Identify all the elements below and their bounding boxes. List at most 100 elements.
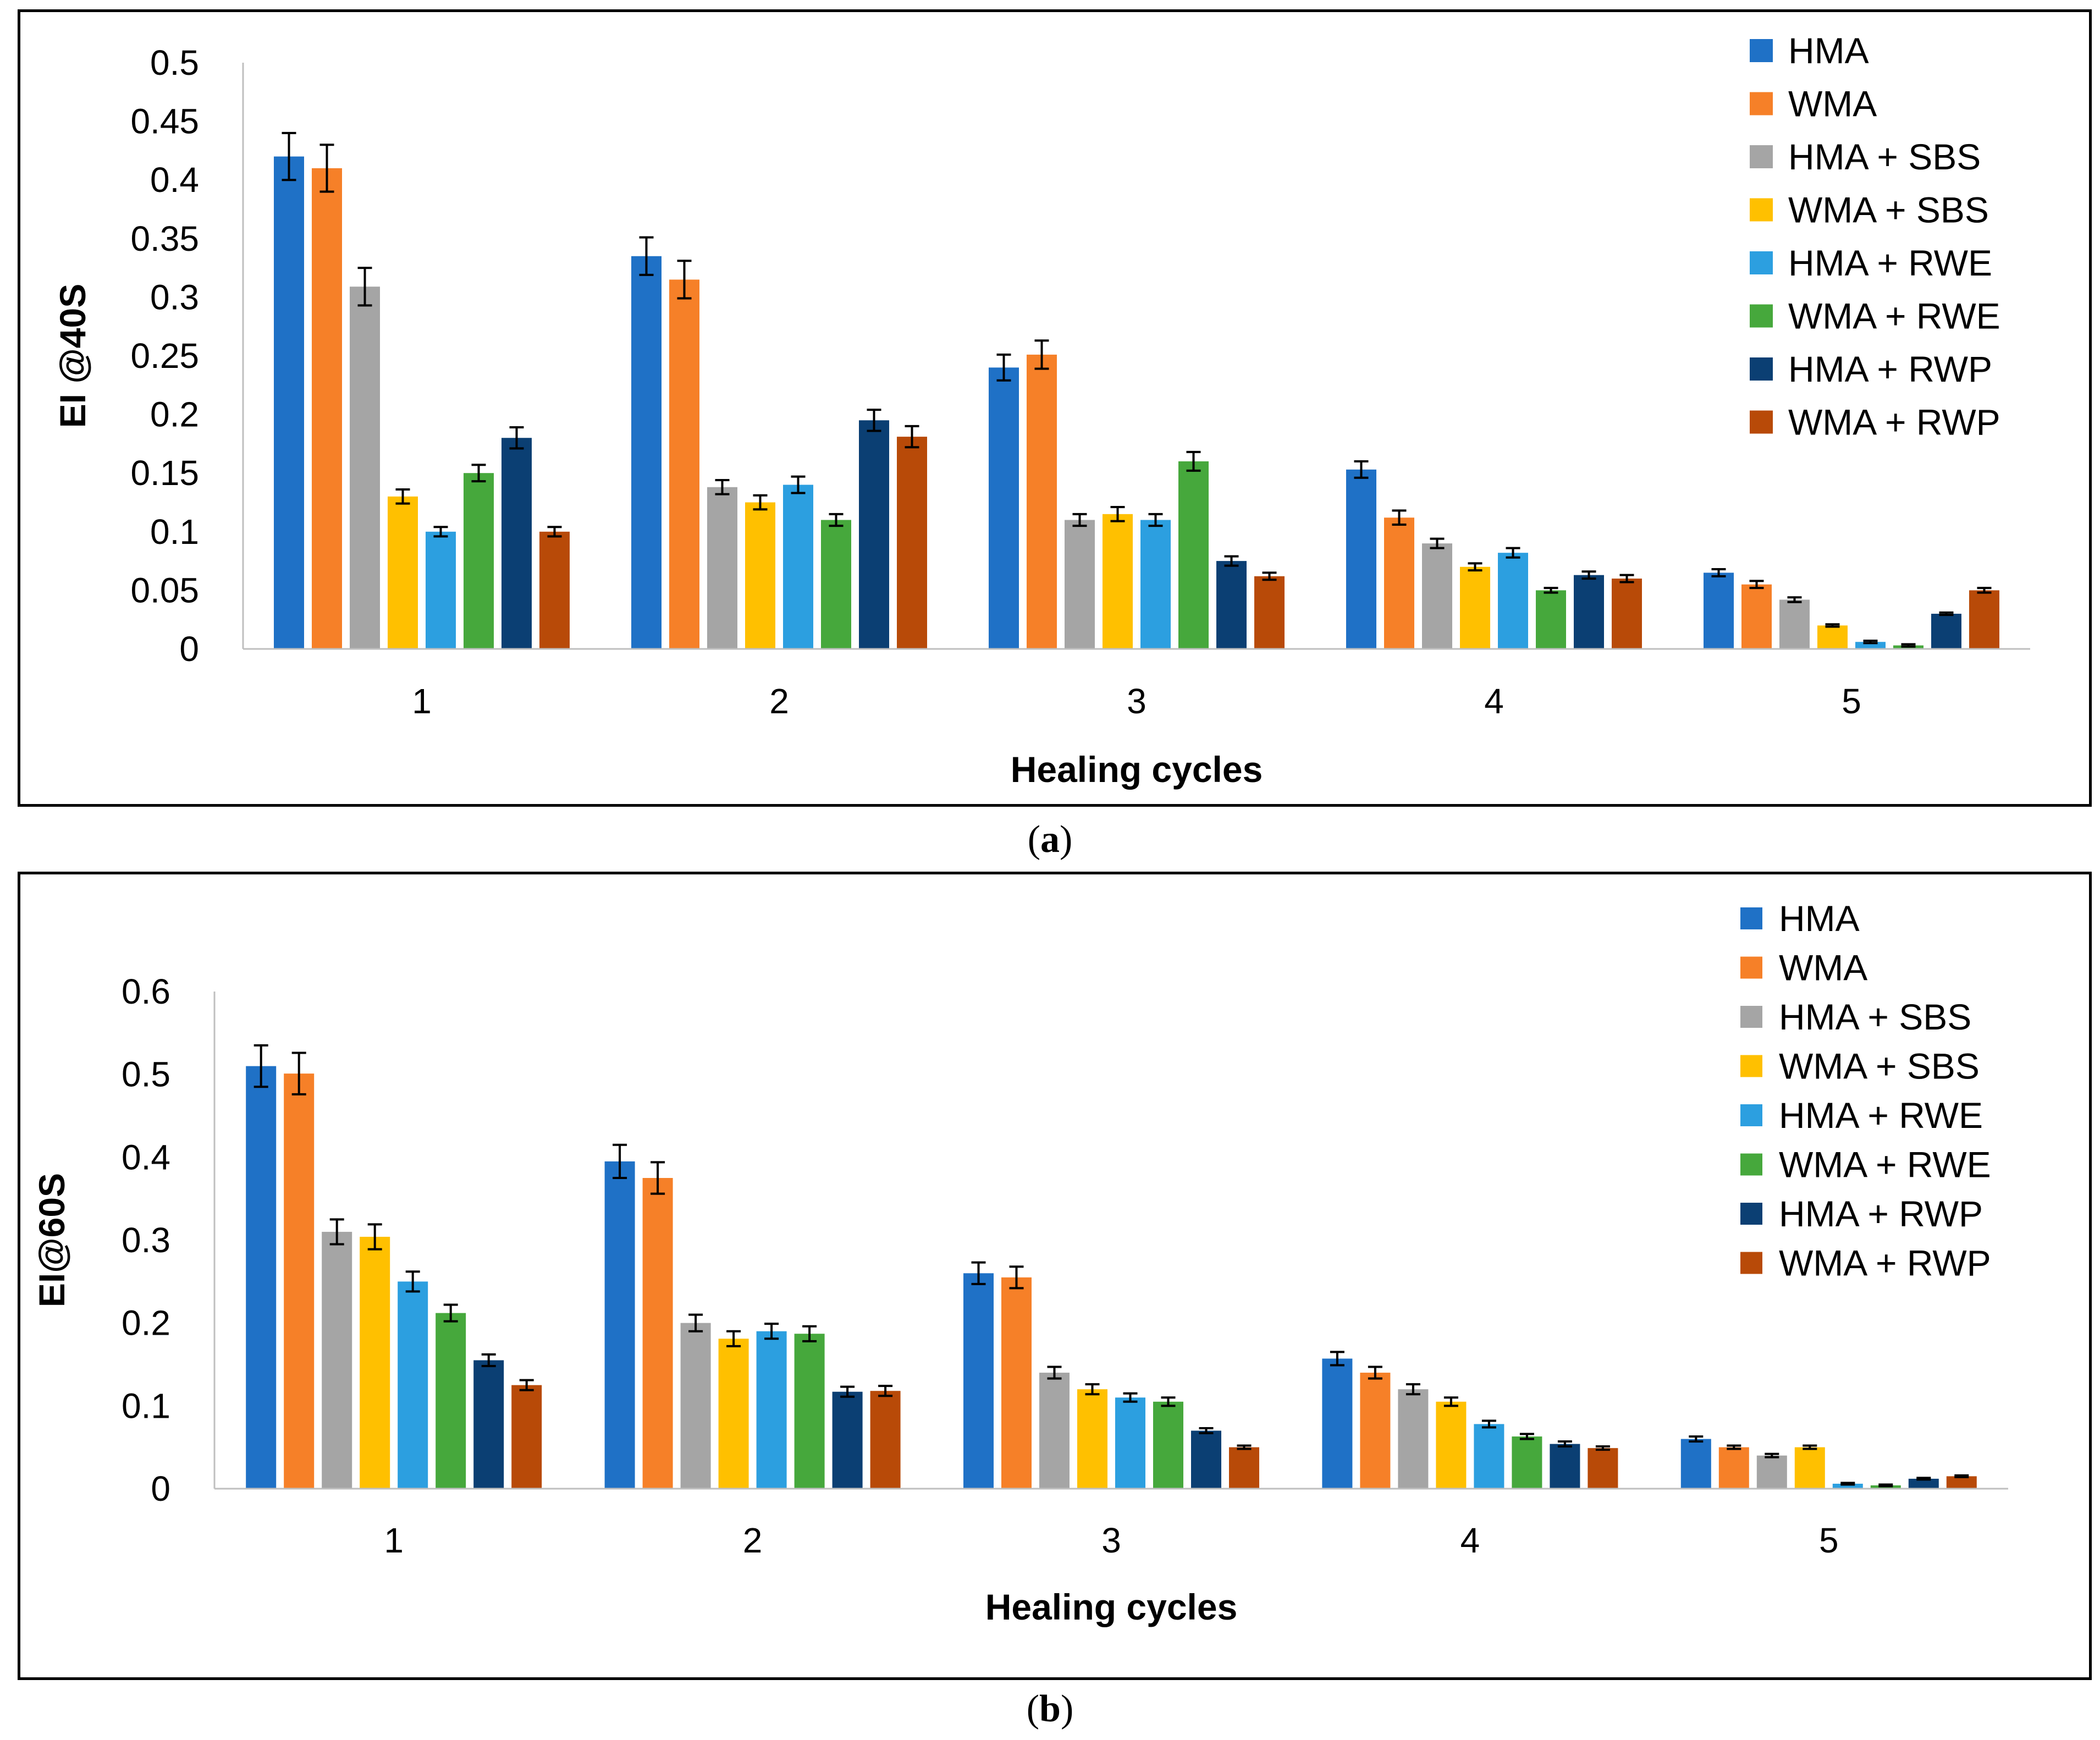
legend-label: HMA + RWP: [1788, 349, 1992, 389]
bar-hma-rwp-cycle-4: [1550, 1444, 1580, 1489]
error-bar: [367, 1223, 382, 1251]
error-bar: [1727, 1444, 1741, 1450]
bar-hma-rwe-cycle-4: [1474, 1424, 1504, 1489]
error-bar: [1765, 1452, 1779, 1458]
x-tick-label: 3: [1127, 681, 1147, 721]
legend-swatch: [1750, 304, 1773, 328]
legend-swatch: [1740, 907, 1762, 929]
error-bar: [764, 1323, 779, 1340]
bar-hma-rwp-cycle-3: [1191, 1430, 1221, 1489]
error-bar: [1595, 1445, 1610, 1451]
bar-hma-sbs-cycle-3: [1039, 1373, 1070, 1489]
error-bar: [1237, 1444, 1252, 1450]
bar-wma-sbs-cycle-4: [1436, 1401, 1467, 1489]
bar-wma-rwe-cycle-1: [464, 473, 494, 649]
bar-wma-sbs-cycle-4: [1460, 566, 1490, 649]
bar-hma-rwp-cycle-2: [859, 420, 889, 649]
error-bar: [1047, 1365, 1062, 1380]
bar-wma-rwp-cycle-3: [1229, 1447, 1259, 1489]
legend-label: WMA: [1788, 84, 1877, 124]
error-bar: [1619, 574, 1634, 583]
caption-a: (a): [1027, 818, 1073, 861]
error-bar: [433, 526, 448, 538]
bar-hma-cycle-1: [246, 1066, 277, 1489]
error-bar: [1863, 640, 1878, 645]
error-bar: [1977, 587, 1992, 594]
legend-label: WMA + RWE: [1788, 296, 2000, 337]
bar-hma-rwe-cycle-3: [1140, 520, 1171, 649]
error-bar: [1330, 1351, 1344, 1367]
error-bar: [639, 236, 654, 276]
bar-wma-rwp-cycle-1: [539, 531, 570, 649]
x-tick-label: 1: [384, 1521, 404, 1560]
bar-hma-sbs-cycle-5: [1756, 1455, 1787, 1489]
error-bar: [443, 1303, 458, 1323]
y-tick-label: 0.2: [150, 395, 199, 434]
bar-wma-rwp-cycle-4: [1588, 1448, 1618, 1489]
y-tick-label: 0.5: [150, 43, 199, 82]
error-bar: [1148, 513, 1163, 527]
error-bar: [1689, 1435, 1704, 1443]
y-axis-title: EI @40S: [52, 284, 93, 428]
error-bar: [613, 1143, 627, 1179]
legend-swatch: [1750, 145, 1773, 168]
bar-wma-cycle-5: [1718, 1447, 1749, 1489]
error-bar: [1034, 339, 1049, 370]
bar-wma-rwp-cycle-4: [1612, 579, 1642, 649]
bar-hma-cycle-4: [1322, 1358, 1353, 1489]
error-bar: [1544, 587, 1558, 594]
error-bar: [715, 478, 730, 495]
legend-swatch: [1750, 251, 1773, 274]
y-tick-label: 0.05: [130, 570, 199, 610]
y-axis-title: EI@60S: [31, 1173, 72, 1307]
y-tick-label: 0.5: [122, 1055, 170, 1094]
bar-wma-rwp-cycle-5: [1946, 1476, 1977, 1489]
error-bar: [1506, 547, 1520, 559]
bar-hma-rwp-cycle-3: [1216, 561, 1247, 649]
error-bar: [1262, 571, 1277, 581]
bar-wma-cycle-1: [312, 168, 342, 649]
x-tick-label: 1: [412, 681, 432, 721]
legend-label: HMA + SBS: [1779, 996, 1971, 1037]
error-bar: [1368, 1365, 1382, 1380]
error-bar: [791, 475, 806, 494]
legend-swatch: [1740, 1104, 1762, 1126]
error-bar: [329, 1218, 344, 1246]
y-tick-label: 0: [179, 629, 199, 669]
x-axis-title: Healing cycles: [985, 1587, 1238, 1627]
legend-label: WMA + RWP: [1788, 402, 2000, 443]
bar-hma-sbs-cycle-4: [1398, 1389, 1429, 1489]
y-tick-label: 0.6: [122, 972, 170, 1011]
bar-hma-cycle-5: [1704, 572, 1734, 649]
x-tick-label: 3: [1101, 1521, 1121, 1560]
error-bar: [519, 1379, 534, 1391]
error-bar: [1085, 1383, 1100, 1396]
bar-hma-sbs-cycle-3: [1065, 520, 1095, 649]
bar-hma-rwe-cycle-2: [783, 484, 813, 649]
error-bar: [481, 1353, 496, 1368]
y-tick-label: 0.4: [122, 1137, 170, 1177]
bar-hma-cycle-3: [989, 367, 1019, 649]
y-tick-label: 0.3: [150, 277, 199, 317]
y-tick-label: 0.3: [122, 1220, 170, 1260]
legend-swatch: [1740, 1252, 1762, 1274]
bar-wma-rwe-cycle-2: [794, 1334, 825, 1489]
bar-wma-sbs-cycle-3: [1077, 1389, 1107, 1489]
error-bar: [547, 526, 562, 538]
chart-panel-b: 0 0.1 0.2 0.3 0.4 0.5 0.6 1 2 3 4 5 Healing cycles EI…: [18, 872, 2092, 1680]
bar-wma-cycle-3: [1027, 354, 1057, 649]
error-bar: [1954, 1474, 1969, 1478]
y-tick-label: 0.1: [150, 512, 199, 552]
error-bar: [802, 1325, 817, 1342]
error-bar: [753, 494, 768, 511]
legend-label: WMA + RWP: [1779, 1243, 1991, 1284]
error-bar: [319, 144, 334, 193]
bar-wma-cycle-1: [284, 1073, 315, 1489]
error-bar: [291, 1051, 306, 1095]
bar-wma-cycle-2: [642, 1178, 673, 1489]
x-tick-label: 2: [743, 1521, 763, 1560]
bar-wma-sbs-cycle-3: [1103, 514, 1133, 649]
error-bar: [1354, 460, 1369, 479]
bar-wma-sbs-cycle-2: [718, 1339, 749, 1489]
bar-hma-rwp-cycle-4: [1574, 575, 1604, 649]
